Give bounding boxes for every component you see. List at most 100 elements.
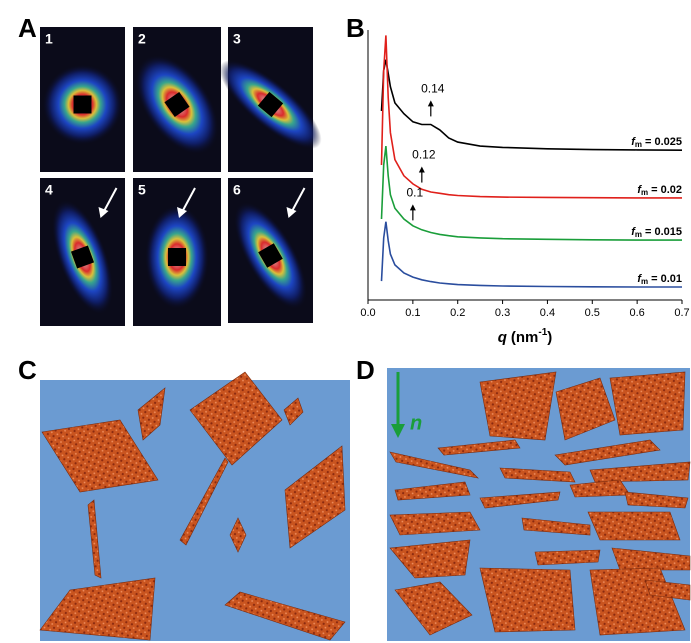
legend-name: = 0.02 — [651, 184, 682, 196]
arrow-head — [98, 207, 109, 218]
legend-name: = 0.015 — [645, 226, 682, 238]
x-tick-label: 0.7 — [674, 307, 689, 319]
nanosheet — [394, 581, 473, 636]
x-tick-label: 0.6 — [629, 307, 644, 319]
legend-label: fm = 0.02 — [637, 184, 682, 197]
panel-letter: A — [18, 13, 37, 43]
panel-letter: C — [18, 355, 37, 385]
nanosheet — [644, 579, 691, 601]
annotation: 0.1 — [407, 186, 424, 200]
series-line — [380, 221, 682, 288]
scattering-pattern — [219, 60, 322, 149]
panel-a: 1 2 3 4 5 6 — [40, 27, 322, 326]
nanosheet — [284, 445, 346, 549]
legend-name: = 0.01 — [651, 273, 682, 285]
image-number: 3 — [233, 31, 241, 47]
nanosheet — [283, 397, 304, 426]
beamstop — [168, 248, 186, 266]
scattering-pattern — [145, 205, 209, 309]
nanosheet — [479, 491, 561, 509]
nanosheet — [137, 387, 166, 441]
x-tick-label: 0.1 — [405, 307, 420, 319]
annotation-arrow-head — [409, 204, 416, 211]
annotation: 0.12 — [412, 148, 436, 162]
nanosheet — [479, 567, 576, 633]
x-label-exponent: -1 — [538, 327, 547, 338]
series-line — [380, 59, 683, 151]
nanosheet — [611, 547, 691, 571]
x-label-unit: (nm — [511, 329, 539, 346]
legend-label: fm = 0.015 — [631, 226, 682, 239]
nanosheet — [437, 439, 521, 456]
series-line — [380, 146, 682, 241]
arrow-head — [177, 207, 187, 218]
nanosheet — [394, 481, 471, 501]
legend-symbol: f — [631, 136, 636, 148]
scattering-pattern — [42, 64, 123, 145]
x-tick-label: 0.0 — [360, 307, 375, 319]
legend-symbol: f — [637, 273, 642, 285]
director-arrow-head — [391, 424, 405, 438]
nanosheet — [389, 451, 479, 479]
image-number: 2 — [138, 31, 146, 47]
x-tick-label: 0.4 — [540, 307, 555, 319]
image-number: 1 — [45, 31, 53, 47]
beamstop — [164, 91, 190, 118]
panel-letter: B — [346, 13, 365, 43]
x-tick-label: 0.5 — [585, 307, 600, 319]
nanosheet — [41, 419, 159, 493]
annotation: 0.14 — [421, 82, 445, 96]
nanosheet — [389, 539, 471, 579]
x-tick-label: 0.3 — [495, 307, 510, 319]
annotation-arrow-head — [427, 100, 434, 107]
nanosheet — [39, 577, 156, 641]
x-tick-label: 0.2 — [450, 307, 465, 319]
nanosheet — [554, 439, 661, 466]
nanosheet — [555, 377, 616, 441]
legend-subscript: m — [635, 140, 642, 149]
legend-symbol: f — [637, 184, 642, 196]
nanosheet — [189, 371, 283, 466]
scattering-pattern — [234, 202, 307, 309]
nanosheet — [224, 591, 346, 641]
legend-subscript: m — [635, 230, 642, 239]
nanosheet — [229, 517, 247, 553]
nanosheet — [587, 511, 681, 541]
x-axis-label: q (nm-1) — [498, 327, 553, 346]
image-number: 4 — [45, 182, 53, 198]
arrow-head — [286, 207, 297, 218]
legend-subscript: m — [641, 188, 648, 197]
x-label-symbol: q — [498, 329, 507, 346]
nanosheet — [87, 499, 102, 579]
beamstop — [70, 245, 95, 269]
nanosheet — [609, 371, 686, 436]
nanosheet — [389, 511, 481, 536]
legend-subscript: m — [641, 277, 648, 286]
nanosheet — [624, 491, 689, 509]
legend-symbol: f — [631, 226, 636, 238]
nanosheet — [499, 467, 576, 483]
director-label: n — [410, 412, 422, 434]
image-number: 5 — [138, 182, 146, 198]
legend-label: fm = 0.025 — [631, 136, 682, 149]
nanosheet — [179, 457, 229, 546]
scattering-pattern — [52, 200, 113, 314]
image-number: 6 — [233, 182, 241, 198]
nanosheet — [521, 517, 591, 536]
nanosheet — [479, 371, 557, 441]
series-line — [380, 35, 682, 199]
beamstop — [258, 243, 283, 268]
legend-label: fm = 0.01 — [637, 273, 682, 286]
nanosheet — [589, 461, 691, 483]
scattering-pattern — [135, 55, 219, 154]
annotation-arrow-head — [418, 166, 425, 173]
x-label-close: ) — [547, 329, 552, 346]
panel-letter: D — [356, 355, 375, 385]
beamstop — [73, 95, 92, 114]
legend-name: = 0.025 — [645, 136, 682, 148]
panel-cd: n — [39, 368, 691, 641]
nanosheet — [534, 549, 601, 566]
beamstop — [257, 91, 284, 118]
